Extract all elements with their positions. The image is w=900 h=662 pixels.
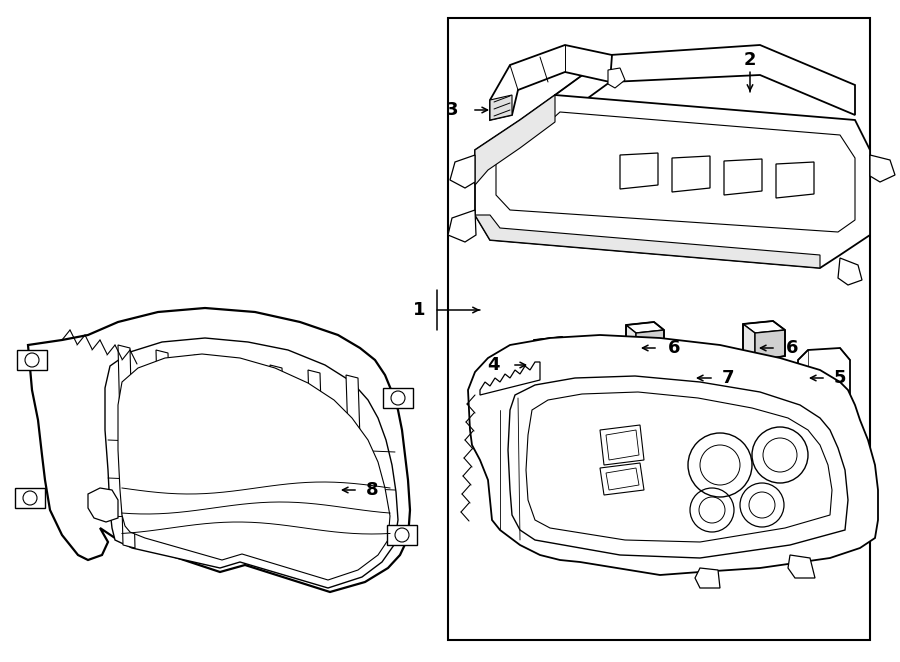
Polygon shape: [695, 568, 720, 588]
Polygon shape: [636, 330, 664, 357]
Polygon shape: [232, 360, 249, 539]
Polygon shape: [555, 45, 855, 122]
Polygon shape: [475, 95, 555, 185]
Polygon shape: [383, 388, 413, 408]
Polygon shape: [755, 330, 785, 361]
Polygon shape: [838, 258, 862, 285]
Bar: [448, 18, 870, 640]
Polygon shape: [620, 153, 658, 189]
Polygon shape: [194, 355, 211, 542]
Polygon shape: [88, 488, 118, 522]
Polygon shape: [156, 350, 173, 545]
Polygon shape: [490, 95, 512, 120]
Polygon shape: [743, 321, 785, 333]
Polygon shape: [798, 348, 850, 410]
Polygon shape: [626, 322, 664, 333]
Polygon shape: [606, 430, 639, 460]
Polygon shape: [692, 365, 716, 388]
Polygon shape: [17, 350, 47, 370]
Polygon shape: [346, 375, 363, 530]
Polygon shape: [683, 358, 716, 368]
Polygon shape: [468, 335, 878, 575]
Polygon shape: [600, 425, 644, 465]
Polygon shape: [776, 162, 814, 198]
Text: 6: 6: [786, 339, 798, 357]
Text: 3: 3: [446, 101, 458, 119]
Polygon shape: [724, 159, 762, 195]
Text: 6: 6: [668, 339, 680, 357]
Polygon shape: [526, 392, 832, 542]
Text: 5: 5: [834, 369, 847, 387]
Text: 7: 7: [722, 369, 734, 387]
Polygon shape: [450, 155, 475, 188]
Polygon shape: [606, 468, 639, 490]
Polygon shape: [15, 488, 45, 508]
Polygon shape: [672, 156, 710, 192]
Text: 1: 1: [412, 301, 425, 319]
Polygon shape: [475, 215, 820, 268]
Polygon shape: [475, 95, 870, 268]
Polygon shape: [683, 361, 692, 388]
Polygon shape: [308, 370, 325, 533]
Polygon shape: [105, 338, 398, 588]
Text: 8: 8: [366, 481, 379, 499]
Polygon shape: [28, 308, 410, 592]
Polygon shape: [508, 376, 848, 558]
Polygon shape: [490, 45, 612, 120]
Polygon shape: [534, 340, 544, 372]
Polygon shape: [448, 210, 476, 242]
Polygon shape: [270, 365, 287, 536]
Polygon shape: [788, 555, 815, 578]
Polygon shape: [480, 362, 540, 395]
Polygon shape: [118, 345, 135, 548]
Text: 4: 4: [488, 356, 500, 374]
Polygon shape: [534, 337, 572, 348]
Text: 2: 2: [743, 51, 756, 69]
Polygon shape: [496, 112, 855, 232]
Polygon shape: [544, 345, 572, 372]
Polygon shape: [600, 463, 644, 495]
Polygon shape: [626, 325, 636, 357]
Polygon shape: [118, 354, 390, 580]
Polygon shape: [608, 68, 625, 88]
Polygon shape: [743, 324, 755, 361]
Polygon shape: [387, 525, 417, 545]
Polygon shape: [870, 155, 895, 182]
